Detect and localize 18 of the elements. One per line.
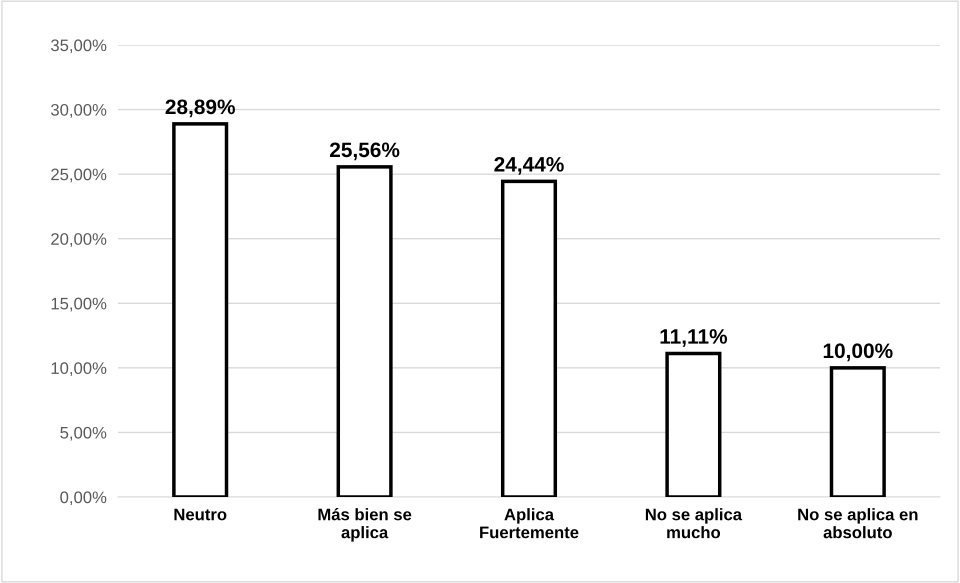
x-tick-label: Neutro: [174, 508, 226, 520]
y-tick-label: 0,00%: [60, 491, 106, 506]
y-tick-label: 25,00%: [51, 168, 106, 182]
x-tick-label: Más bien se aplica: [318, 508, 412, 542]
data-label: 25,56%: [330, 142, 400, 160]
data-label: 10,00%: [824, 343, 893, 362]
data-label: 24,44%: [494, 156, 564, 175]
x-tick-label: No se aplica mucho: [646, 508, 742, 538]
data-label: 11,11%: [660, 329, 728, 347]
y-tick-label: 15,00%: [52, 298, 106, 312]
x-tick-label: Aplica Fuertemente: [480, 508, 578, 538]
y-tick-label: 35,00%: [51, 39, 106, 54]
y-tick-label: 30,00%: [51, 104, 106, 118]
y-tick-label: 20,00%: [51, 233, 106, 247]
data-label: 28,89%: [166, 99, 235, 118]
y-tick-label: 5,00%: [60, 426, 106, 441]
x-tick-label: No se aplica en absoluto: [798, 508, 918, 538]
y-tick-label: 10,00%: [52, 362, 106, 376]
